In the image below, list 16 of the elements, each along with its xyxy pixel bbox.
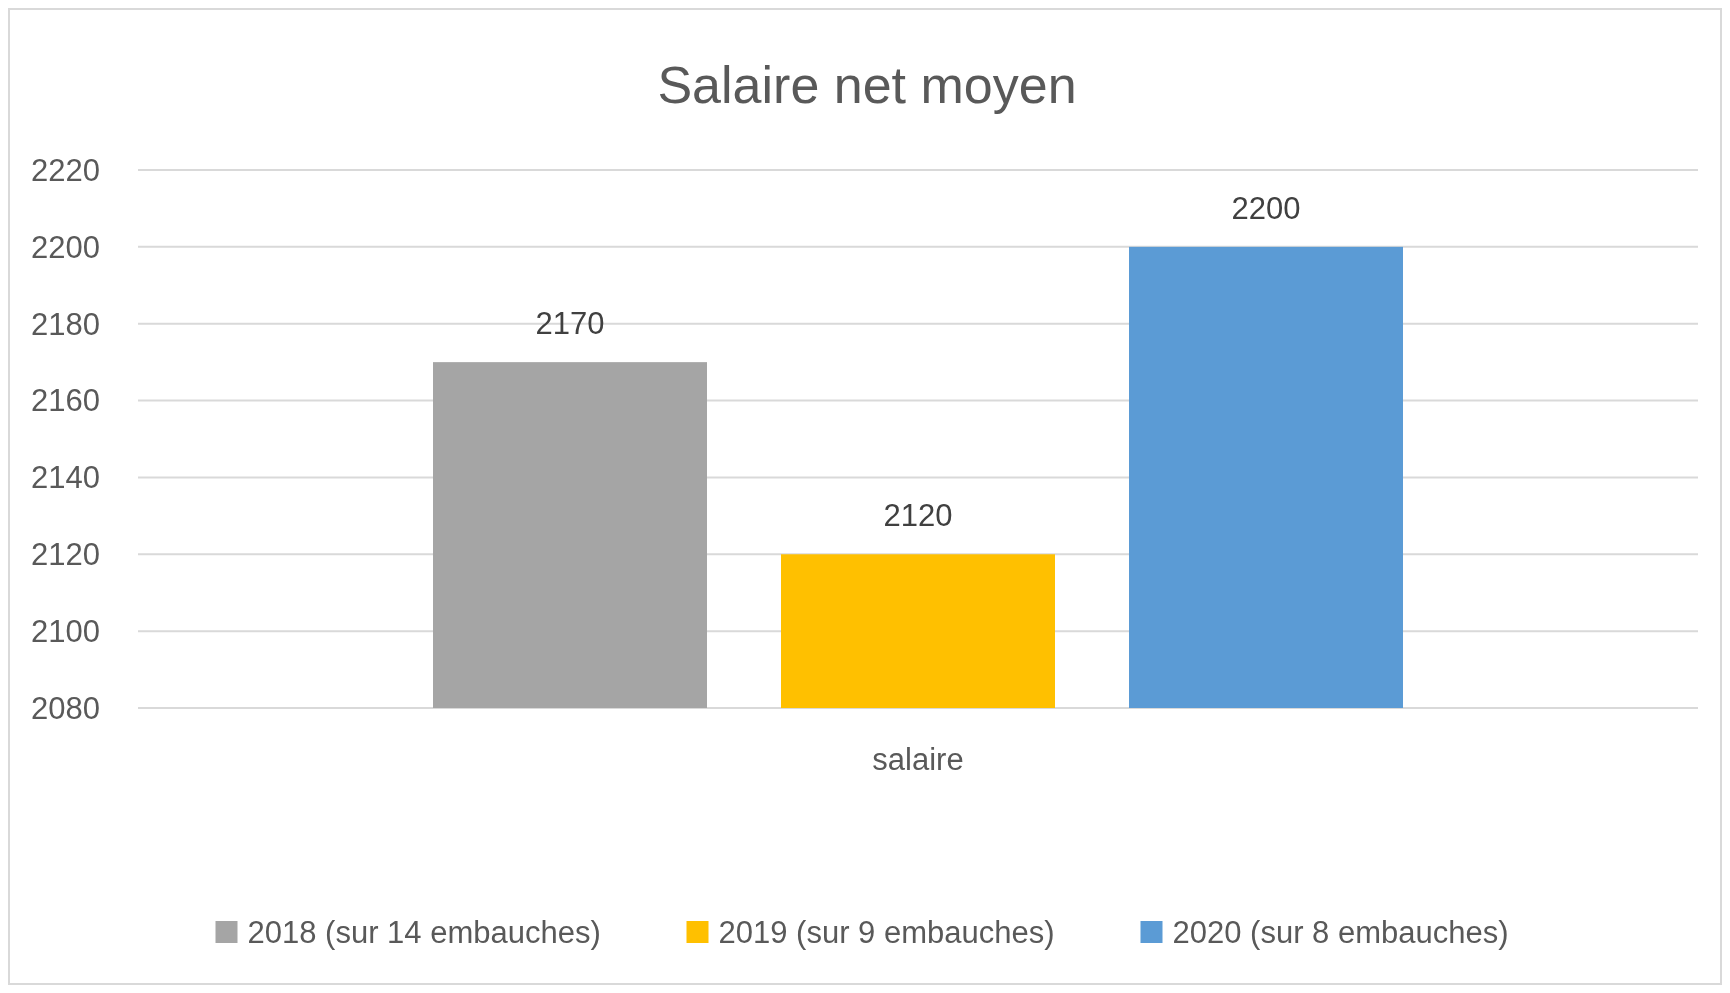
y-tick-label: 2080 [31,690,100,726]
data-label: 2200 [1231,190,1301,226]
data-label: 2120 [883,498,953,534]
x-tick-label: salaire [872,742,964,777]
chart-title: Salaire net moyen [657,56,1077,114]
y-tick-label: 2200 [31,229,100,265]
y-tick-label: 2220 [31,152,100,188]
y-tick-label: 2180 [31,306,100,342]
y-tick-label: 2120 [31,537,100,573]
y-tick-label: 2160 [31,383,100,419]
legend-label: 2020 (sur 8 embauches) [1172,914,1509,950]
y-tick-label: 2100 [31,613,100,649]
y-tick-label: 2140 [31,460,100,496]
legend-label: 2019 (sur 9 embauches) [718,914,1055,950]
data-label: 2170 [535,306,605,342]
legend-label: 2018 (sur 14 embauches) [247,914,601,950]
